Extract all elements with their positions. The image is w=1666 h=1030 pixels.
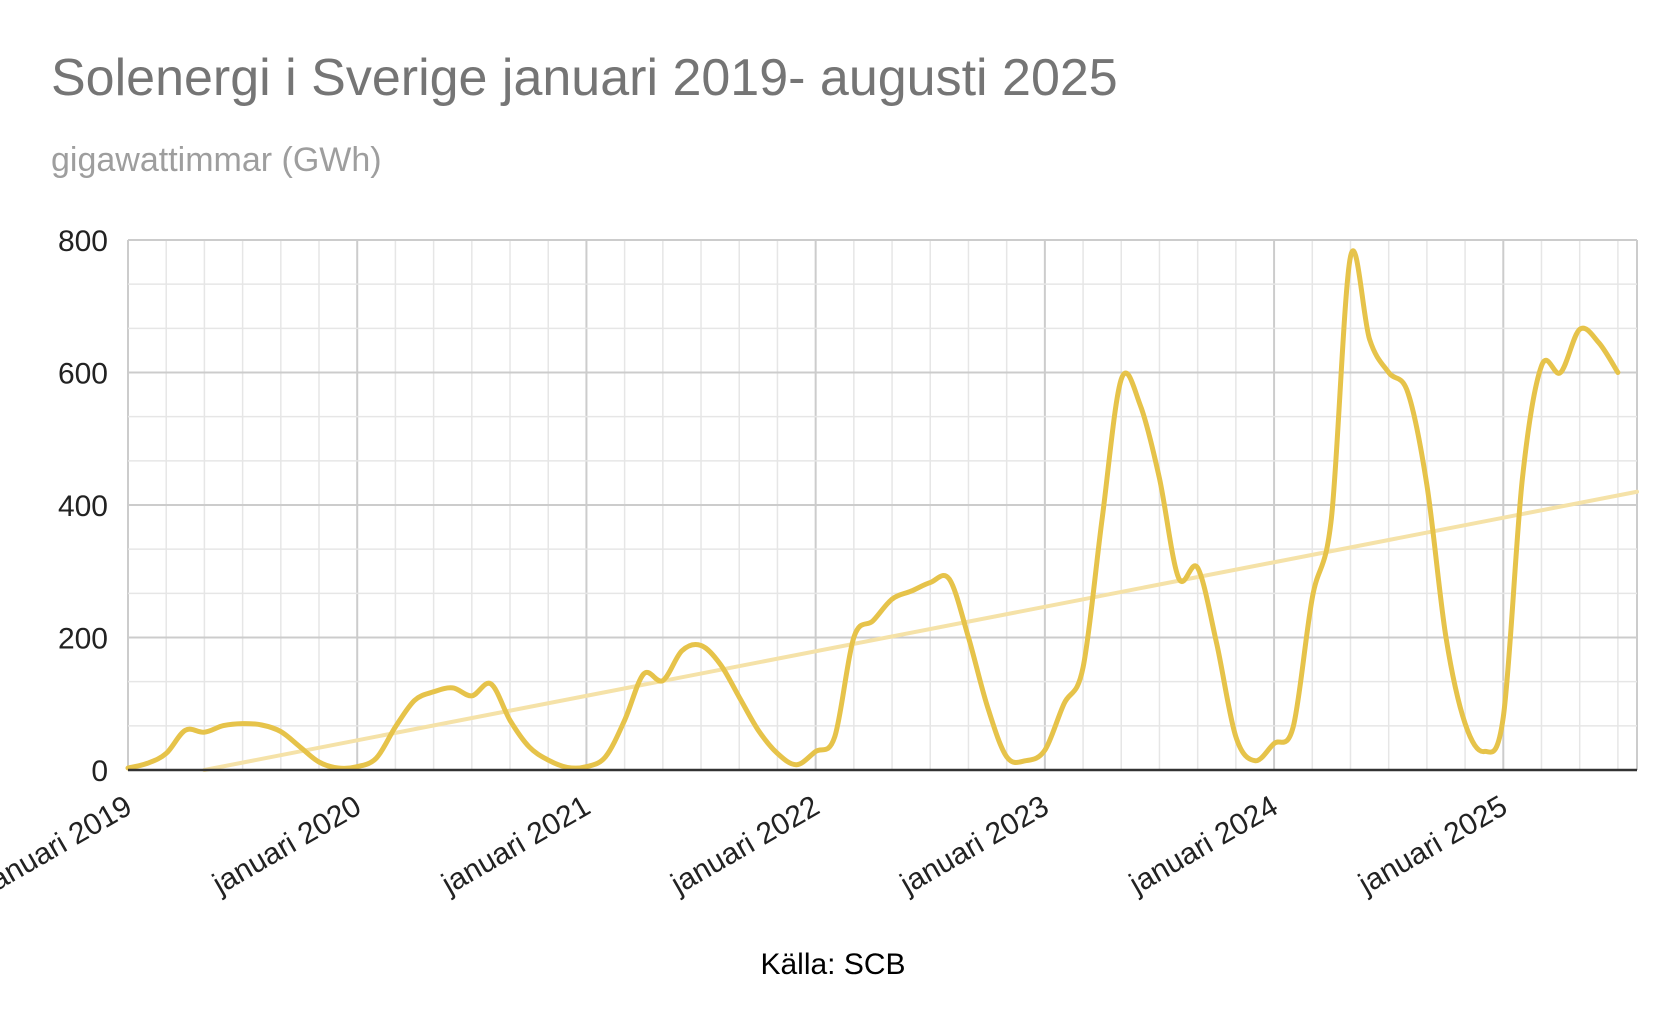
source-note: Källa: SCB [760,948,906,981]
y-tick-label: 400 [58,490,108,523]
y-tick-label: 200 [58,623,108,656]
chart-subtitle: gigawattimmar (GWh) [51,141,382,179]
series-layer [125,248,1639,772]
x-tick-label: januari 2021 [436,789,596,901]
trendline [202,489,1639,772]
axes: 0 200 400 600 800 januari 2019 januari 2020 jan… [0,225,1637,901]
y-tick-label: 800 [58,225,108,258]
y-tick-label: 0 [91,755,108,788]
x-tick-label: januari 2022 [665,789,825,901]
data-series-line [125,248,1621,771]
chart-title: Solenergi i Sverige januari 2019- august… [51,49,1118,107]
x-tick-label: januari 2019 [0,789,138,901]
x-tick-label: januari 2023 [894,789,1054,901]
grid [127,239,1638,770]
x-tick-label: januari 2025 [1352,789,1512,901]
x-tick-label: januari 2024 [1123,789,1283,901]
x-tick-label: januari 2020 [206,789,366,901]
y-tick-label: 600 [58,358,108,391]
